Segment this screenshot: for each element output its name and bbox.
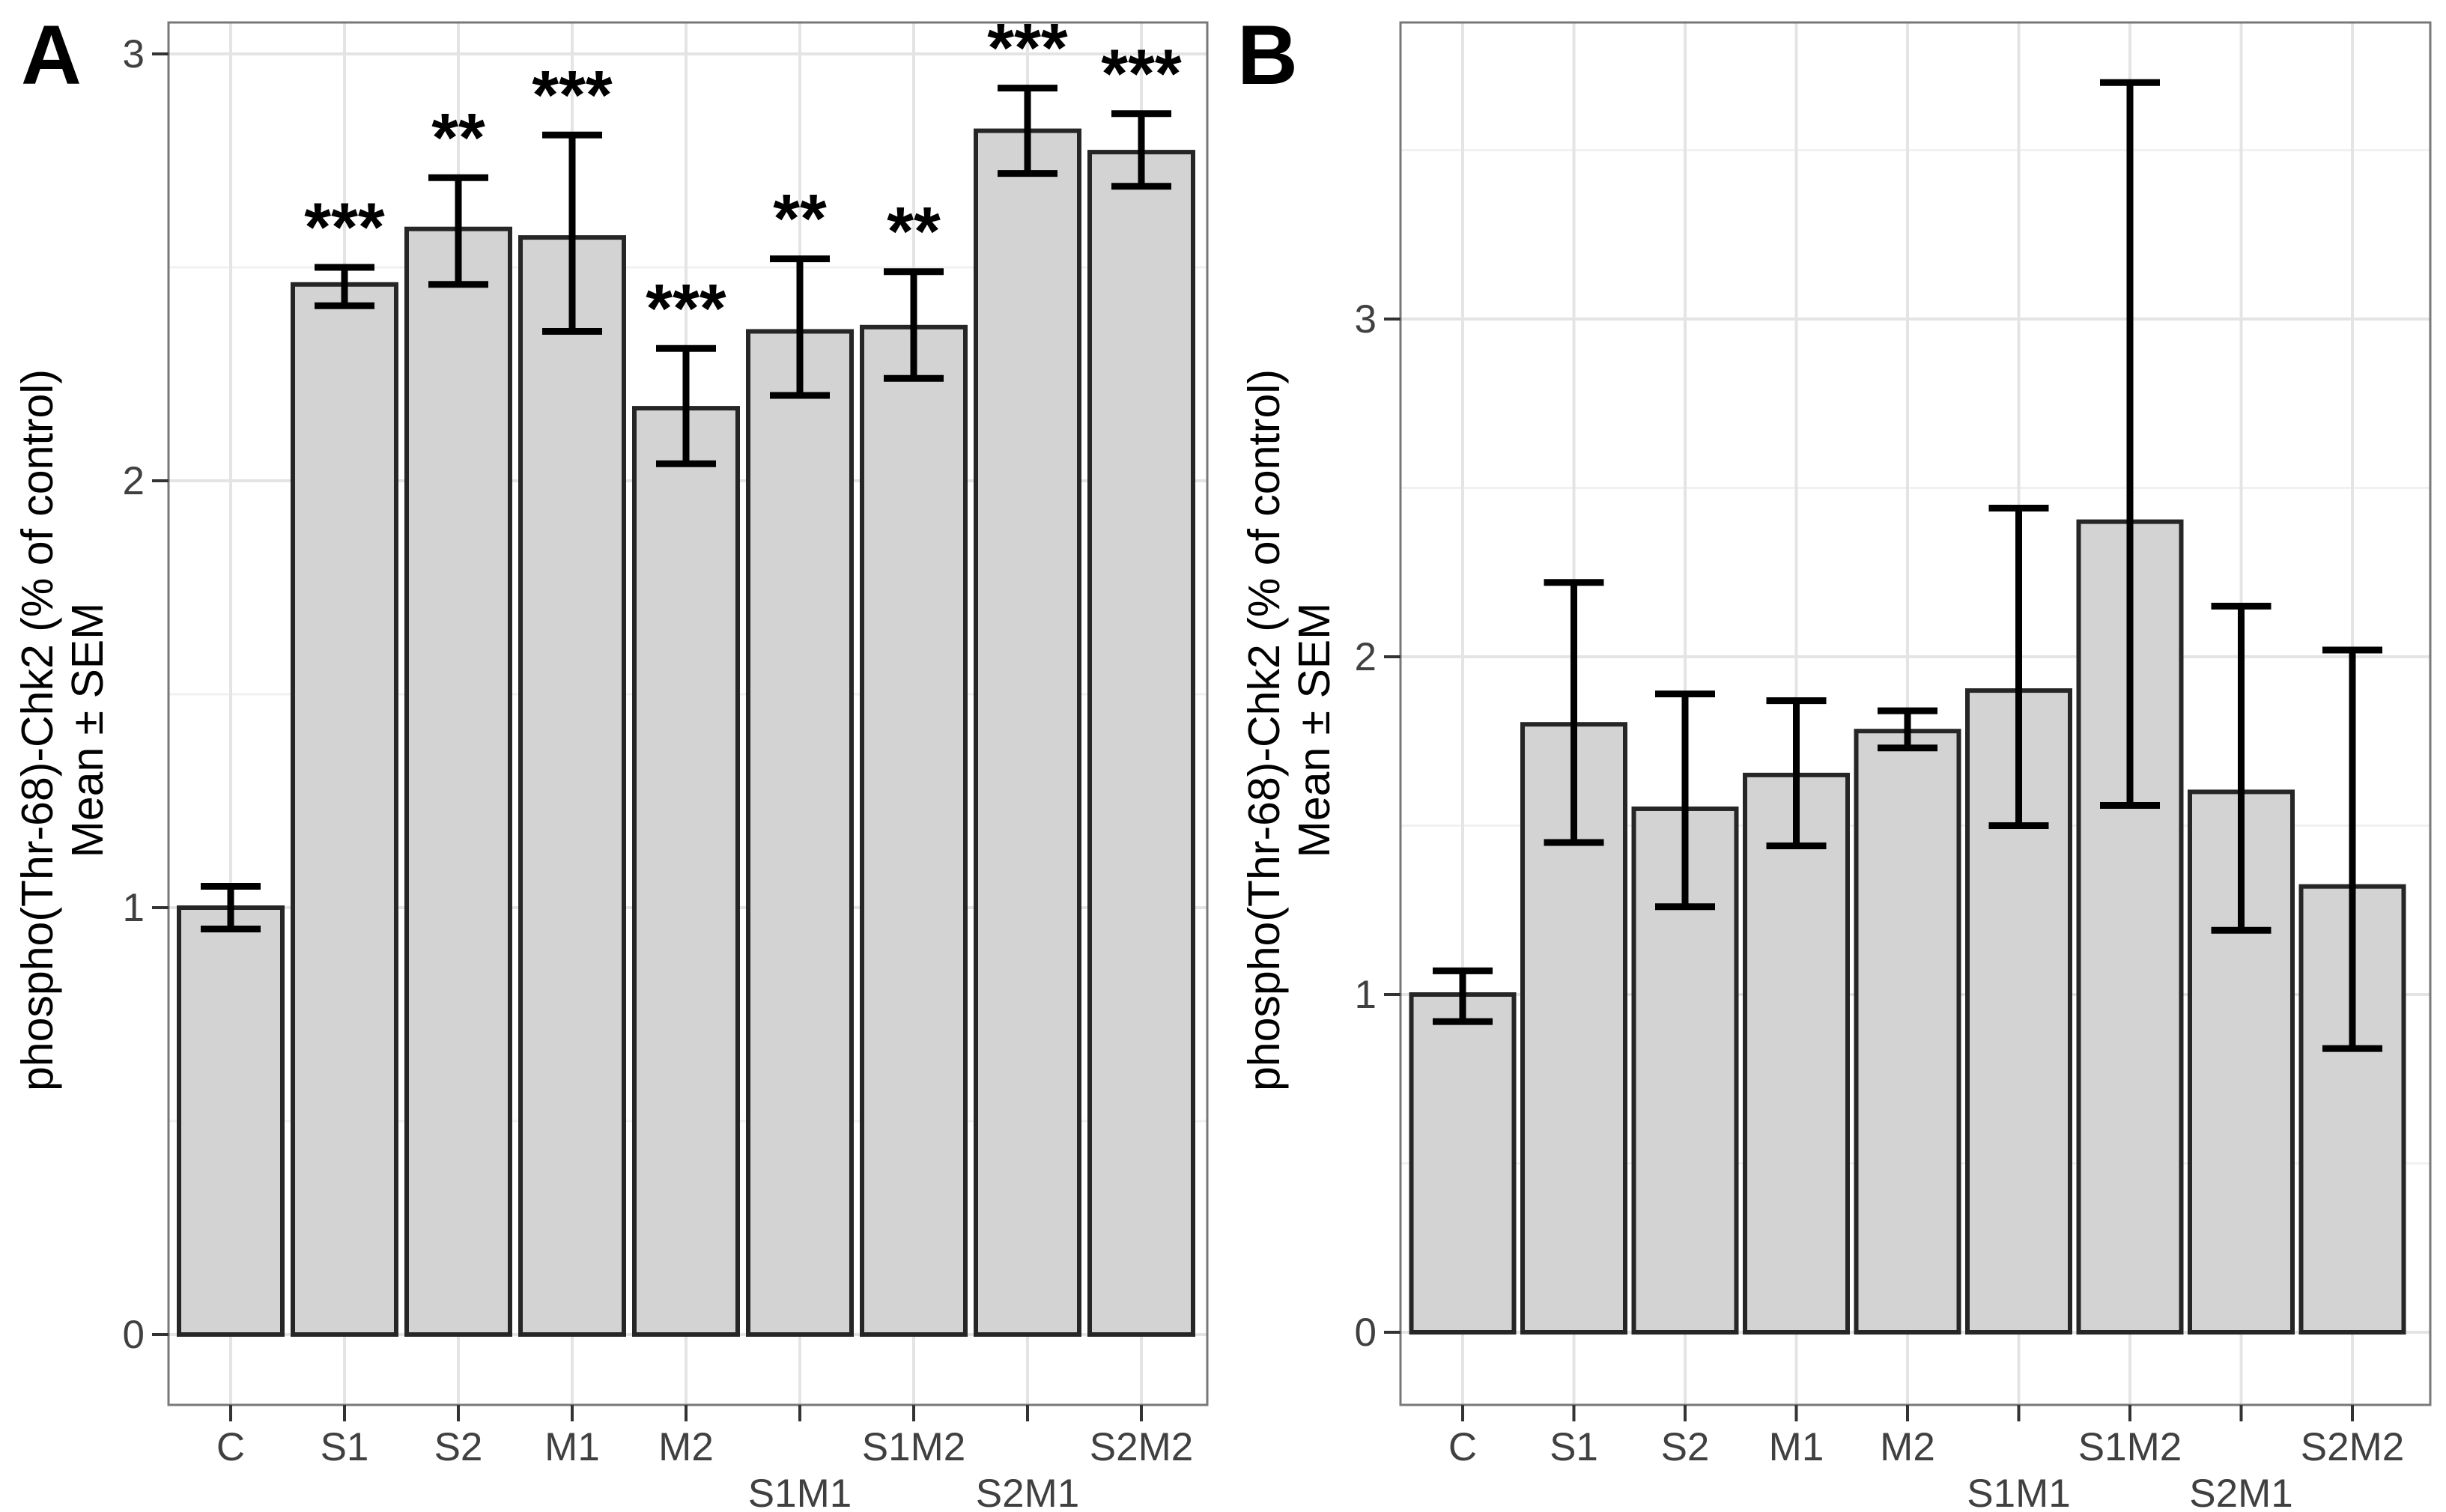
bar-S2M2 (1087, 150, 1195, 1338)
x-axis-label-S2: S2 (1661, 1425, 1710, 1469)
error-bar-S2M1 (2211, 602, 2271, 934)
panel-b-letter: B (1237, 8, 1298, 102)
y-axis-tick-label-3: 3 (1355, 297, 1377, 341)
error-bar-S2 (428, 174, 488, 288)
significance-stars-M2: *** (646, 270, 726, 347)
bar-M2 (632, 406, 740, 1337)
x-axis-label-C: C (216, 1425, 245, 1469)
x-axis-label-S1M1: S1M1 (1967, 1472, 2070, 1512)
panel-a-y-axis-title-line2: Mean ± SEM (63, 602, 112, 858)
x-axis-label-M2: M2 (658, 1425, 714, 1469)
panel-border (1399, 21, 2432, 1406)
y-axis-tick-label-2: 2 (1355, 635, 1377, 679)
error-bar-S1M1 (770, 255, 830, 399)
bar-S2 (404, 226, 512, 1338)
significance-stars-S2: ** (431, 100, 485, 176)
bar-C (1409, 992, 1517, 1335)
panel-border (167, 21, 1209, 1406)
x-axis-label-C: C (1448, 1425, 1477, 1469)
panel-a-y-axis-title: phospho(Thr-68)-Chk2 (% of control) Mean… (13, 0, 113, 1472)
y-axis-tick-label-1: 1 (123, 886, 145, 930)
y-axis-tick-label-1: 1 (1355, 973, 1377, 1017)
x-axis-label-S2M1: S2M1 (2189, 1472, 2292, 1512)
error-bar-M1 (1766, 697, 1827, 850)
x-axis-label-M1: M1 (1769, 1425, 1824, 1469)
y-axis-tick-label-3: 3 (123, 32, 145, 76)
bar-S1M2 (860, 324, 968, 1337)
error-bar-S1 (1544, 579, 1604, 846)
error-bar-M2 (1878, 707, 1937, 752)
x-axis-label-S1M1: S1M1 (748, 1472, 852, 1512)
y-axis-tick-label-2: 2 (123, 459, 145, 503)
error-bar-S1M2 (884, 268, 944, 382)
x-axis-label-S2M1: S2M1 (976, 1472, 1079, 1512)
panel-b-y-axis-title-line1: phospho(Thr-68)-Chk2 (% of control) (1239, 368, 1289, 1092)
panel-a-letter: A (21, 8, 82, 102)
significance-stars-S1M1: ** (773, 181, 827, 258)
bar-S1M1 (746, 329, 854, 1337)
y-axis-tick-label-0: 0 (123, 1313, 145, 1357)
bar-S1 (291, 282, 398, 1337)
x-axis-label-S2M2: S2M2 (1090, 1425, 1193, 1469)
error-bar-C (201, 883, 261, 932)
x-axis-label-S1: S1 (1550, 1425, 1598, 1469)
error-bar-S2M1 (998, 85, 1057, 177)
x-axis-label-M2: M2 (1880, 1425, 1935, 1469)
panel-b-y-axis-title-line2: Mean ± SEM (1290, 602, 1339, 858)
x-axis-label-M1: M1 (544, 1425, 600, 1469)
error-bar-M1 (542, 131, 602, 335)
bar-M1 (1743, 772, 1850, 1335)
error-bar-M2 (656, 344, 716, 467)
bar-M2 (1854, 729, 1961, 1335)
x-axis-label-S1M2: S1M2 (2078, 1425, 2182, 1469)
y-axis-tick-label-0: 0 (1355, 1311, 1377, 1355)
panel-a-y-axis-title-line1: phospho(Thr-68)-Chk2 (% of control) (13, 368, 62, 1092)
error-bar-S1M1 (1988, 505, 2049, 829)
bar-M1 (518, 235, 626, 1338)
significance-stars-S1: *** (304, 189, 385, 266)
error-bar-S2 (1655, 690, 1715, 911)
significance-stars-M1: *** (532, 57, 613, 133)
significance-stars-S2M2: *** (1101, 36, 1182, 112)
error-bar-C (1433, 967, 1493, 1025)
x-axis-label-S2: S2 (434, 1425, 483, 1469)
panel-b-y-axis-title: phospho(Thr-68)-Chk2 (% of control) Mean… (1239, 0, 1340, 1472)
x-axis-label-S1: S1 (321, 1425, 369, 1469)
error-bar-S1 (315, 264, 374, 309)
error-bar-S2M2 (1111, 110, 1171, 190)
bar-S2M1 (974, 128, 1081, 1338)
x-axis-label-S1M2: S1M2 (862, 1425, 965, 1469)
error-bar-S2M2 (2322, 646, 2382, 1052)
bar-C (177, 905, 285, 1337)
error-bar-S1M2 (2100, 79, 2160, 809)
significance-stars-S1M2: ** (887, 194, 941, 270)
x-axis-label-S2M2: S2M2 (2301, 1425, 2404, 1469)
